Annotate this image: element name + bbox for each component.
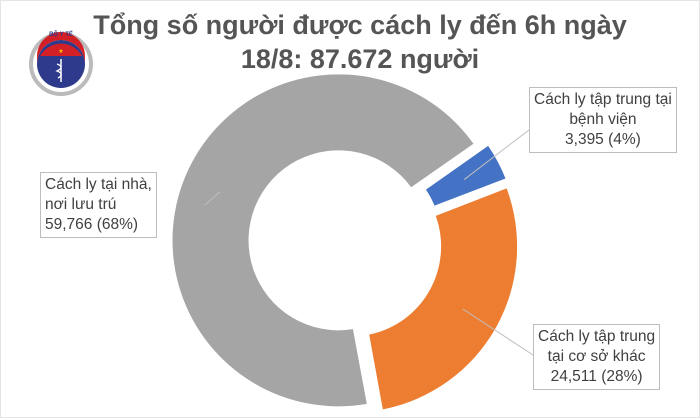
- label-other-line-1: Cách ly tập trung: [538, 328, 656, 345]
- label-hospital: Cách ly tập trung tại bệnh viện 3,395 (4…: [529, 87, 677, 153]
- leader-line-2: [204, 191, 221, 206]
- chart-title: Tổng số người được cách ly đến 6h ngày 1…: [90, 8, 630, 76]
- title-line-2: 18/8: 87.672 người: [240, 44, 480, 74]
- label-other-facility: Cách ly tập trung tại cơ sở khác 24,511 …: [533, 324, 661, 390]
- label-home: Cách ly tại nhà, nơi lưu trú 59,766 (68%…: [40, 172, 157, 238]
- donut-slice-1: [369, 188, 518, 410]
- label-home-value: 59,766 (68%): [45, 216, 139, 233]
- title-line-1: Tổng số người được cách ly đến 6h ngày: [93, 10, 627, 40]
- label-other-line-2: tại cơ sở khác: [547, 348, 646, 365]
- donut-slice-2: [172, 74, 474, 407]
- label-home-line-2: nơi lưu trú: [45, 196, 117, 213]
- leader-line-0: [463, 129, 530, 180]
- leader-line-1: [462, 308, 534, 356]
- logo-text-top: BỘ Y TẾ: [49, 30, 73, 38]
- ministry-of-health-logo: ★ BỘ Y TẾ: [29, 30, 93, 96]
- donut-slice-0: [425, 145, 506, 206]
- svg-text:★: ★: [58, 48, 63, 55]
- label-hospital-line-2: bệnh viện: [569, 111, 637, 128]
- label-hospital-line-1: Cách ly tập trung tại: [534, 91, 672, 108]
- label-other-value: 24,511 (28%): [550, 368, 643, 385]
- label-home-line-1: Cách ly tại nhà,: [45, 176, 152, 193]
- label-hospital-value: 3,395 (4%): [565, 131, 641, 148]
